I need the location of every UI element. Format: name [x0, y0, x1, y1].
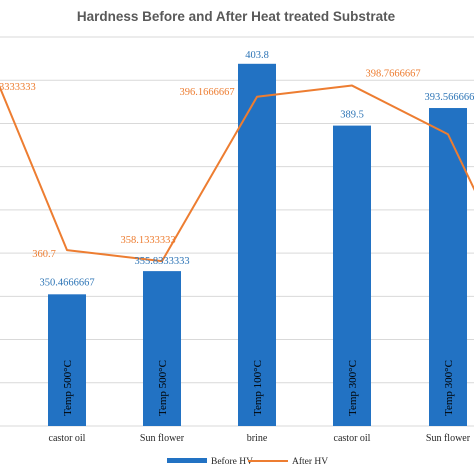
line-data-label: 398.7666667: [365, 69, 420, 80]
line-data-label: 396.1666667: [179, 87, 234, 98]
series-line-after-hv: [0, 84, 474, 263]
legend-label-before-hv: Before HV: [211, 456, 253, 467]
bar-data-label: 389.5: [340, 110, 364, 121]
bar-inner-label: Temp 300°C: [347, 360, 359, 416]
line-series: [0, 84, 474, 263]
chart-title: Hardness Before and After Heat treated S…: [77, 9, 396, 24]
bar: [143, 271, 181, 426]
bar-inner-label: Temp 500°C: [157, 360, 169, 416]
line-data-label: 358.1333333: [120, 235, 175, 246]
data-labels: 350.4666667 355.8333333 403.8 389.5 393.5666…: [0, 50, 474, 289]
legend-label-after-hv: After HV: [292, 456, 328, 467]
bar-data-label: 393.5666667: [424, 92, 474, 103]
category-axis: castor oil Sun flower brine castor oil Sun f…: [49, 433, 471, 444]
bar: [333, 125, 371, 426]
legend: Before HV After HV: [167, 456, 328, 467]
bar-data-label: 403.8: [245, 50, 269, 61]
bar-inner-label: Temp 500°C: [62, 360, 74, 416]
category-label: Sun flower: [426, 433, 471, 444]
category-label: castor oil: [334, 433, 371, 444]
bar: [238, 63, 276, 426]
bar-data-label: 355.8333333: [134, 256, 189, 267]
category-label: brine: [247, 433, 268, 444]
bar-inner-label: Temp 100°C: [252, 360, 264, 416]
legend-swatch-before-hv: [167, 458, 207, 463]
category-label: Sun flower: [140, 433, 185, 444]
category-label: castor oil: [49, 433, 86, 444]
line-data-label-partial: 3333333: [0, 82, 36, 93]
bar-data-label: 350.4666667: [39, 277, 94, 288]
bar-series: Temp 500°C Temp 500°C Temp 100°C Temp 300°C…: [48, 63, 467, 427]
bar: [48, 294, 86, 426]
line-data-label: 360.7: [32, 249, 56, 260]
bar-inner-label: Temp 300°C: [443, 360, 455, 416]
